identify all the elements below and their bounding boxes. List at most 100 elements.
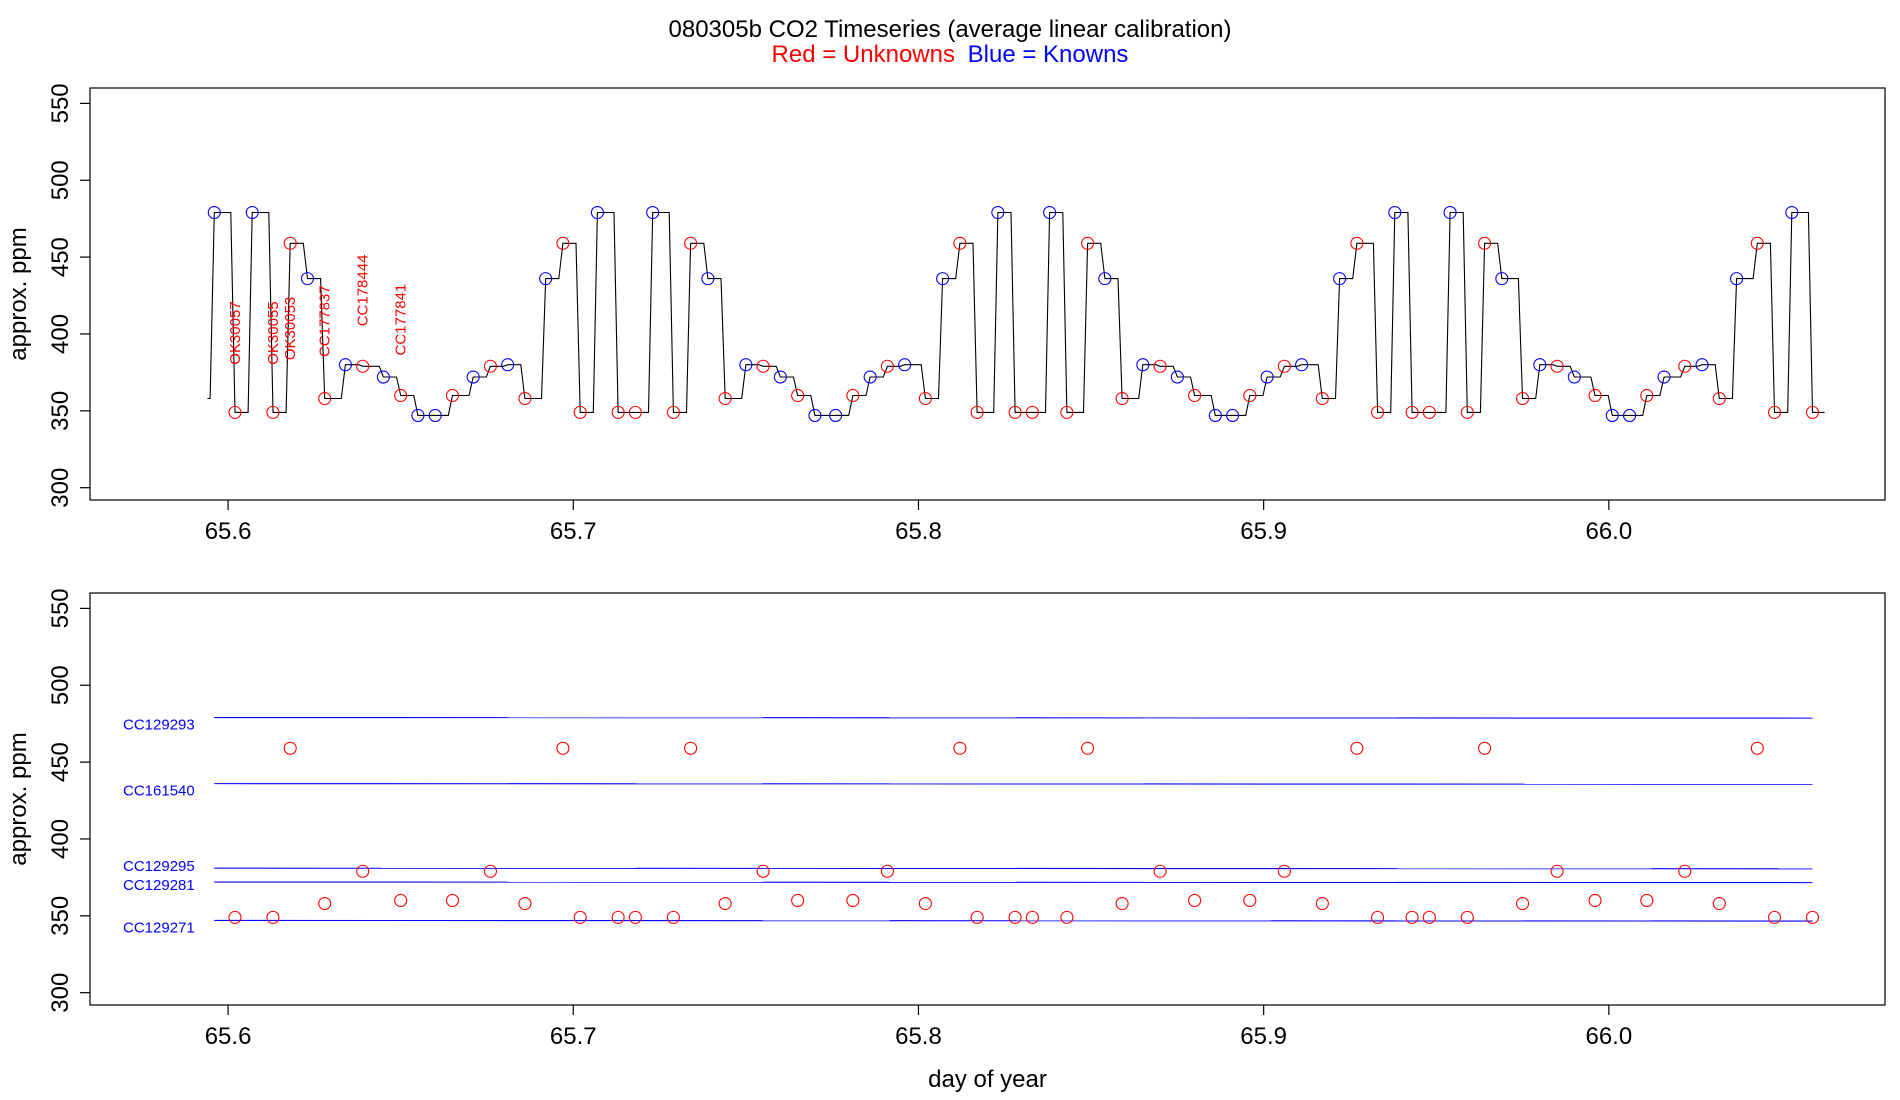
reference-line [214, 867, 1813, 870]
unknown-point [611, 405, 625, 419]
y-tick-label: 400 [47, 314, 74, 354]
known-point [1623, 408, 1637, 422]
unknown-point [573, 405, 587, 419]
unknown-point [791, 893, 805, 908]
reference-line [214, 919, 1813, 922]
known-point [808, 408, 822, 422]
x-tick-label: 66.0 [1585, 1023, 1632, 1050]
known-point [1098, 272, 1112, 286]
x-tick-label: 65.9 [1240, 1023, 1287, 1050]
unknown-point [970, 405, 984, 419]
unknown-point [666, 910, 680, 924]
unknown-point [1405, 910, 1419, 924]
known-point [1533, 358, 1547, 372]
y-tick-label: 300 [47, 468, 74, 508]
unknown-point [1060, 910, 1074, 924]
sample-annotation: OK30055 [265, 301, 282, 364]
y-tick-label: 500 [47, 665, 74, 705]
x-tick-label: 65.6 [205, 518, 252, 545]
unknown-point [356, 359, 370, 373]
unknown-point [1678, 864, 1692, 878]
plot-frame [89, 592, 1886, 1006]
reference-line-label: CC129295 [123, 858, 195, 875]
unknown-point [1805, 405, 1820, 419]
unknown-point [556, 741, 570, 755]
unknown-point [1422, 910, 1436, 924]
unknown-point [1640, 893, 1654, 908]
reference-line [214, 716, 1813, 719]
known-point [376, 370, 390, 384]
unknown-point [483, 359, 497, 373]
unknown-point [1478, 741, 1492, 755]
unknown-point [628, 405, 642, 419]
known-point [739, 358, 753, 372]
known-point [1443, 205, 1457, 220]
reference-line [214, 881, 1813, 884]
unknown-point [1188, 893, 1202, 908]
known-point [1657, 370, 1671, 384]
bottom-panel-scatter: 300 350 400 450 500 550 approx. ppm 65.6 65.7 65.… [5, 588, 1886, 1093]
known-point [207, 205, 221, 220]
x-tick-label: 65.9 [1240, 518, 1287, 545]
unknown-point [1767, 405, 1782, 419]
unknown-point [953, 236, 967, 250]
known-point [1333, 272, 1347, 286]
known-point [1043, 205, 1057, 220]
known-point [1226, 408, 1240, 422]
unknown-point [283, 236, 297, 250]
known-point [1695, 358, 1709, 372]
unknown-point [1115, 896, 1129, 911]
unknown-point [1588, 893, 1602, 908]
unknown-point [1640, 388, 1654, 403]
unknown-point [846, 388, 860, 403]
plot-frame [89, 87, 1886, 501]
unknown-point [1081, 741, 1095, 755]
known-point [829, 408, 843, 422]
sample-annotation: CC178444 [355, 255, 372, 327]
y-tick-label: 550 [47, 83, 74, 123]
unknown-point [756, 359, 770, 373]
unknown-point [1315, 391, 1329, 406]
unknown-point [1550, 359, 1564, 373]
unknown-point [1712, 896, 1726, 911]
known-point [411, 408, 425, 422]
known-point [646, 205, 660, 220]
y-axis-title: approx. ppm [5, 732, 32, 865]
known-point [428, 408, 442, 422]
unknown-point [666, 405, 680, 419]
unknown-point [445, 893, 460, 908]
known-point [1208, 408, 1222, 422]
unknown-point [318, 896, 332, 911]
unknown-point [953, 741, 967, 755]
unknown-point [556, 236, 570, 250]
unknown-point [1550, 864, 1564, 878]
y-tick-label: 550 [47, 588, 74, 628]
known-point [590, 205, 604, 220]
known-point [991, 205, 1005, 220]
unknown-point [283, 741, 297, 755]
sample-annotation: CC177841 [393, 284, 410, 356]
unknown-point [756, 864, 770, 878]
y-axis-title: approx. ppm [5, 227, 32, 360]
y-tick-label: 450 [47, 237, 74, 277]
unknown-point [1243, 388, 1257, 403]
unknown-point [1460, 405, 1474, 419]
unknown-point [1422, 405, 1436, 419]
unknown-point [1712, 391, 1726, 406]
unknown-point [970, 910, 984, 924]
known-point [1730, 272, 1744, 286]
unknown-point [684, 236, 698, 250]
unknown-point [1315, 896, 1329, 911]
unknown-point [228, 405, 242, 419]
unknown-point [1008, 405, 1022, 419]
unknown-point [1588, 388, 1602, 403]
unknown-point [1060, 405, 1074, 419]
top-panel-timeseries: 300 350 400 450 500 550 approx. ppm 65.6 65.7 65.… [5, 83, 1886, 545]
unknown-point [1460, 910, 1474, 924]
unknown-point [356, 864, 370, 878]
chart-title: 080305b CO2 Timeseries (average linear c… [669, 16, 1232, 43]
unknown-point [1678, 359, 1692, 373]
reference-line-label: CC129293 [123, 717, 195, 734]
unknown-point [1750, 236, 1764, 250]
x-tick-label: 65.7 [550, 1023, 597, 1050]
